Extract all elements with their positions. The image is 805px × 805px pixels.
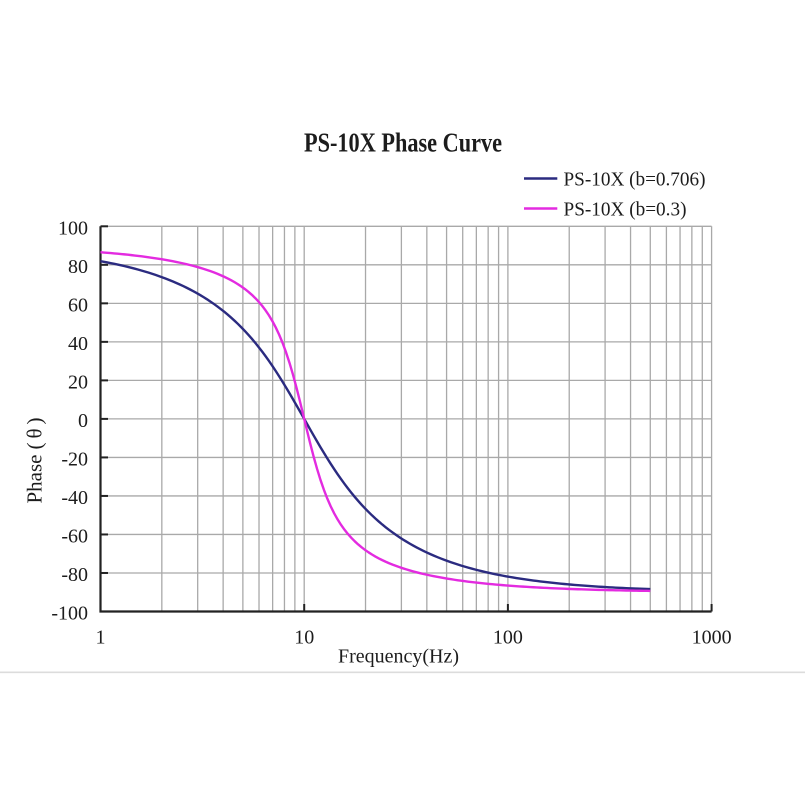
svg-text:-40: -40 (61, 487, 88, 509)
svg-text:1000: 1000 (692, 627, 732, 649)
svg-text:60: 60 (68, 294, 88, 316)
svg-text:80: 80 (68, 256, 88, 278)
svg-text:Phase(θ): Phase(θ) (23, 417, 47, 503)
svg-text:PS-10X (b=0.706): PS-10X (b=0.706) (564, 169, 706, 191)
svg-text:10: 10 (294, 627, 314, 649)
svg-text:40: 40 (68, 333, 88, 355)
svg-text:-60: -60 (61, 525, 88, 547)
svg-text:-20: -20 (61, 448, 88, 470)
svg-text:-80: -80 (61, 564, 88, 586)
svg-text:-100: -100 (51, 603, 88, 625)
svg-text:100: 100 (493, 627, 523, 649)
svg-text:100: 100 (58, 217, 88, 239)
svg-text:PS-10X Phase Curve: PS-10X Phase Curve (304, 128, 502, 158)
svg-text:1: 1 (96, 627, 106, 649)
svg-text:Frequency(Hz): Frequency(Hz) (338, 646, 459, 668)
svg-text:0: 0 (78, 410, 88, 432)
svg-text:20: 20 (68, 371, 88, 393)
svg-text:PS-10X (b=0.3): PS-10X (b=0.3) (564, 199, 687, 221)
